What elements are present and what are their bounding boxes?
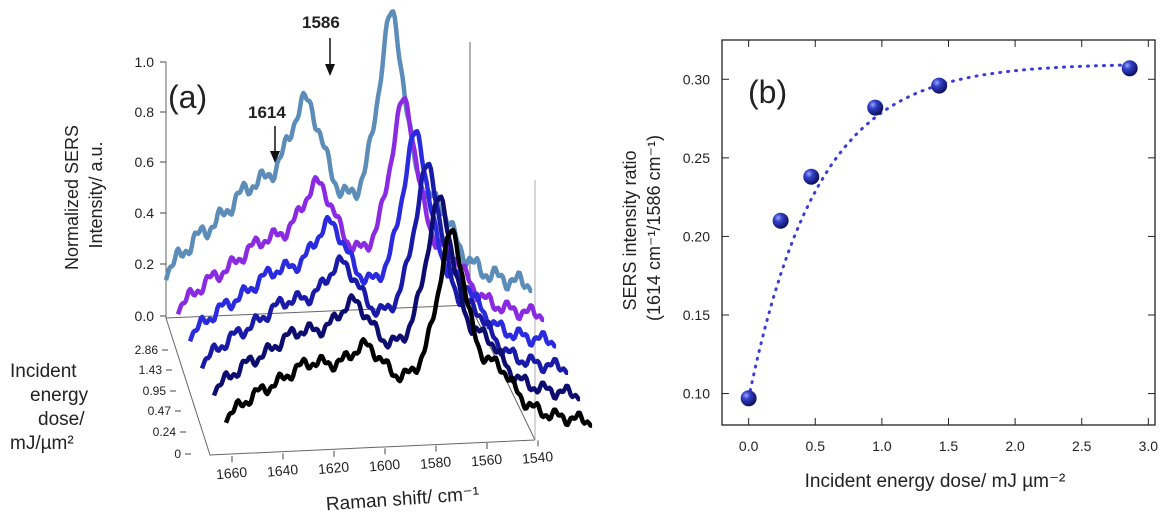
panel-b-x-tick-label: 2.5 xyxy=(1072,438,1092,454)
panel-b-plot-border xyxy=(721,39,1156,426)
panel-a-3d-waterfall-chart: 0.0 0.2 0.4 0.6 0.8 1.0 2.86 1.43 0.95 0.47 0.24 0 1… xyxy=(10,9,593,516)
panel-b-fit-curve xyxy=(747,63,1132,400)
panel-a-z-axis-title-line4: mJ/µm² xyxy=(10,433,74,454)
panel-a-x-tick-label: 1600 xyxy=(368,456,401,475)
peak-label-1586: 1586 xyxy=(302,13,340,32)
panel-b-fit-line xyxy=(747,63,1132,400)
panel-b-axes-frame: 0.0 0.5 1.0 1.5 2.0 2.5 3.0 0.10 0.15 0.20 0.25 0.3… xyxy=(683,39,1159,454)
panel-b-points xyxy=(740,60,1138,407)
panel-a-y-tick-label: 0.0 xyxy=(135,308,155,324)
panel-b-data-point xyxy=(803,168,820,185)
panel-b-y-axis-title-line1: SERS intensity ratio xyxy=(620,150,640,310)
panel-b-x-tick-label: 1.0 xyxy=(872,438,892,454)
panel-b-y-tick-label: 0.25 xyxy=(683,150,710,166)
panel-a-z-axis-title-line1: Incident xyxy=(10,361,77,382)
panel-b-x-tick-label: 1.5 xyxy=(939,438,959,454)
spectrum-line-dose-0_95 xyxy=(187,128,557,349)
panel-b-x-tick-label: 0.0 xyxy=(739,438,759,454)
panel-b-y-tick-label: 0.30 xyxy=(683,71,710,87)
panel-b-data-point xyxy=(1121,60,1138,77)
spectrum-line-dose-0_24 xyxy=(211,194,581,402)
peak-arrow-1586 xyxy=(325,38,335,76)
panel-a-z-tick-label: 0.95 xyxy=(143,384,167,398)
panel-b-data-point xyxy=(740,390,757,407)
panel-a-x-tick-label: 1660 xyxy=(215,464,248,483)
panel-b-label: (b) xyxy=(748,74,787,110)
panel-b-y-axis-title: SERS intensity ratio (1614 cm⁻¹/1586 cm⁻… xyxy=(620,135,664,321)
panel-a-y-tick-label: 1.0 xyxy=(135,54,155,70)
panel-a-z-axis-title-line3: dose/ xyxy=(38,409,85,430)
panel-a-y-tick-label: 0.2 xyxy=(135,256,155,272)
panel-a-x-tick-label: 1620 xyxy=(317,458,350,477)
panel-b-y-tick-label: 0.10 xyxy=(683,386,710,402)
panel-b-y-tick-label: 0.20 xyxy=(683,228,710,244)
panel-a-floor-edges xyxy=(165,317,536,456)
panel-b-x-tick-label: 3.0 xyxy=(1139,438,1159,454)
panel-a-y-tick-label: 0.4 xyxy=(135,205,155,221)
panel-a-z-tick-label: 0 xyxy=(174,447,181,461)
panel-a-x-tick-label: 1580 xyxy=(419,453,452,472)
panel-a-z-axis-title-line2: energy xyxy=(30,385,89,406)
panel-b-x-tick-label: 2.0 xyxy=(1005,438,1025,454)
panel-a-y-axis-title: Normalized SERS Intensity/ a.u. xyxy=(62,120,106,270)
panel-a-label: (a) xyxy=(168,79,207,115)
panel-a-spectra xyxy=(163,9,593,428)
spectrum-line-dose-1_43 xyxy=(175,96,545,323)
panel-a-y-axis-title-line2: Intensity/ a.u. xyxy=(86,141,106,248)
panel-a-z-tick-label: 1.43 xyxy=(139,363,163,377)
panel-a-x-tick-label: 1540 xyxy=(521,448,554,467)
panel-a-z-tick-label: 2.86 xyxy=(135,343,159,357)
peak-label-1614: 1614 xyxy=(248,103,286,122)
panel-b-y-tick-label: 0.15 xyxy=(683,307,710,323)
spectrum-line-dose-0_47 xyxy=(199,161,569,375)
panel-b-data-point xyxy=(772,212,789,229)
panel-a-y-tick-label: 0.8 xyxy=(135,104,155,120)
panel-a-x-tick-label: 1560 xyxy=(470,451,503,470)
peak-arrow-1614 xyxy=(270,126,280,163)
panel-b-y-axis-title-line2: (1614 cm⁻¹/1586 cm⁻¹) xyxy=(644,135,664,321)
panel-a-z-tick-label: 0.47 xyxy=(148,404,172,418)
panel-a-z-axis-title: Incident energy dose/ mJ/µm² xyxy=(10,361,93,454)
panel-a-x-tick-label: 1640 xyxy=(266,461,299,480)
panel-b-x-tick-label: 0.5 xyxy=(806,438,826,454)
panel-b-scatter-chart: 0.0 0.5 1.0 1.5 2.0 2.5 3.0 0.10 0.15 0.20 0.25 0.3… xyxy=(620,39,1159,492)
panel-b-data-point xyxy=(867,99,884,116)
spectrum-line-dose-2_86 xyxy=(163,9,533,294)
panel-a-axes-frame: 0.0 0.2 0.4 0.6 0.8 1.0 2.86 1.43 0.95 0.47 0.24 0 1… xyxy=(135,42,554,482)
spectrum-line-dose-0 xyxy=(223,227,593,428)
panel-a-y-tick-label: 0.6 xyxy=(135,154,155,170)
panel-b-x-axis-title: Incident energy dose/ mJ µm⁻² xyxy=(805,471,1066,492)
panel-b-data-point xyxy=(931,77,948,94)
panel-a-y-axis-title-line1: Normalized SERS xyxy=(62,125,82,270)
panel-a-z-tick-label: 0.24 xyxy=(153,425,177,439)
panel-a-x-axis-title: Raman shift/ cm⁻¹ xyxy=(325,484,480,516)
